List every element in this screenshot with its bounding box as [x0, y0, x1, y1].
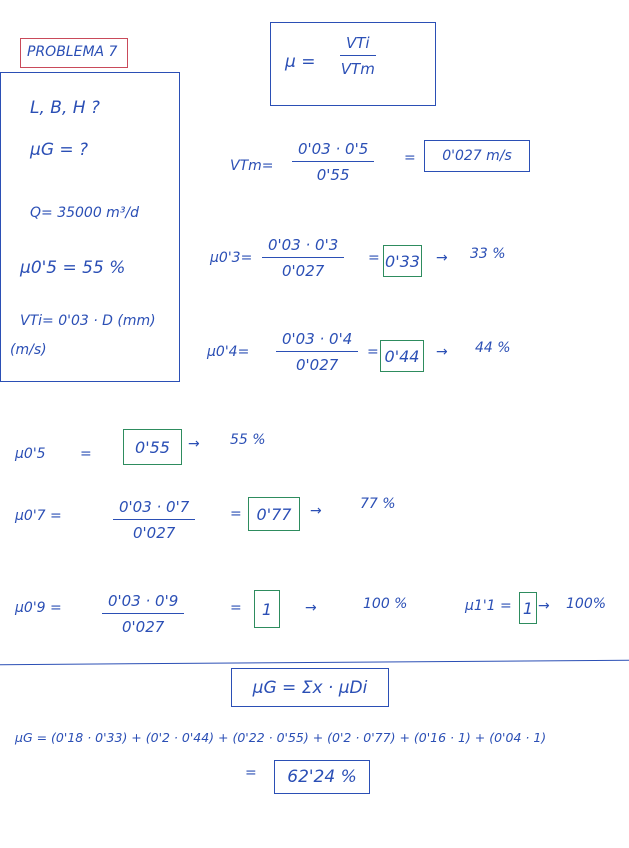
arrow-icon: → — [305, 600, 317, 616]
mu-03-percent: 33 % — [470, 246, 506, 262]
flow-rate: Q= 35000 m³/d — [30, 205, 140, 221]
mu-11-percent: 100% — [566, 596, 607, 612]
divider — [0, 659, 629, 666]
equals: = — [367, 344, 379, 360]
mu-04-fraction: 0'03 · 0'4 0'027 — [276, 330, 359, 374]
mu-05-label: μ0'5 — [15, 446, 46, 462]
equals: = — [245, 765, 257, 781]
mu-09-percent: 100 % — [363, 596, 408, 612]
problem-title: PROBLEMA 7 — [27, 44, 118, 60]
definition-lhs: μ = — [285, 52, 316, 72]
arrow-icon: → — [436, 344, 448, 360]
vtm-label: VTm= — [230, 158, 274, 174]
mu-09-label: μ0'9 = — [15, 600, 62, 616]
equals: = — [404, 150, 416, 166]
givens-box — [0, 72, 180, 382]
vtm-result: 0'027 m/s — [442, 148, 512, 164]
mu-03-result: 0'33 — [383, 245, 422, 277]
equals: = — [230, 506, 242, 522]
vtm-result-box: 0'027 m/s — [424, 140, 530, 172]
vtm-fraction: 0'03 · 0'5 0'55 — [292, 140, 375, 184]
arrow-icon: → — [188, 436, 200, 452]
global-calculation: μG = (0'18 · 0'33) + (0'2 · 0'44) + (0'2… — [15, 730, 547, 745]
global-result: 62'24 % — [287, 767, 357, 787]
mu-03-fraction: 0'03 · 0'3 0'027 — [262, 236, 345, 280]
definition-box — [270, 22, 436, 106]
global-formula: μG = Σx · μDi — [252, 677, 368, 698]
mu-09-result: 1 — [254, 590, 280, 628]
mu-07-label: μ0'7 = — [15, 508, 62, 524]
global-result-box: 62'24 % — [274, 760, 370, 794]
equals: = — [80, 446, 92, 462]
mu-05-percent: 55 % — [230, 432, 266, 448]
unknown-dimensions: L, B, H ? — [30, 98, 100, 118]
title-box — [20, 38, 128, 68]
mu-04-percent: 44 % — [475, 340, 511, 356]
mu-04-result: 0'44 — [380, 340, 424, 372]
arrow-icon: → — [538, 598, 550, 614]
global-formula-box: μG = Σx · μDi — [231, 668, 389, 707]
vti-unit: (m/s) — [10, 342, 47, 358]
mu-07-result: 0'77 — [248, 497, 300, 531]
unknown-mu: μG = ? — [30, 140, 89, 160]
equals: = — [368, 250, 380, 266]
equals: = — [230, 600, 242, 616]
mu-09-fraction: 0'03 · 0'9 0'027 — [102, 592, 185, 636]
mu-04-label: μ0'4= — [207, 344, 250, 360]
mu-07-fraction: 0'03 · 0'7 0'027 — [113, 498, 196, 542]
mu-07-percent: 77 % — [360, 496, 396, 512]
mu-11-label: μ1'1 = — [465, 598, 512, 614]
arrow-icon: → — [310, 503, 322, 519]
mu-05-result: 0'55 — [123, 429, 182, 465]
mu-05: μ0'5 = 55 % — [20, 258, 126, 278]
mu-11-result: 1 — [519, 592, 537, 624]
mu-03-label: μ0'3= — [210, 250, 253, 266]
definition-fraction: VTi VTm — [340, 34, 376, 78]
arrow-icon: → — [436, 250, 448, 266]
vti-formula: VTi= 0'03 · D (mm) — [20, 313, 156, 329]
